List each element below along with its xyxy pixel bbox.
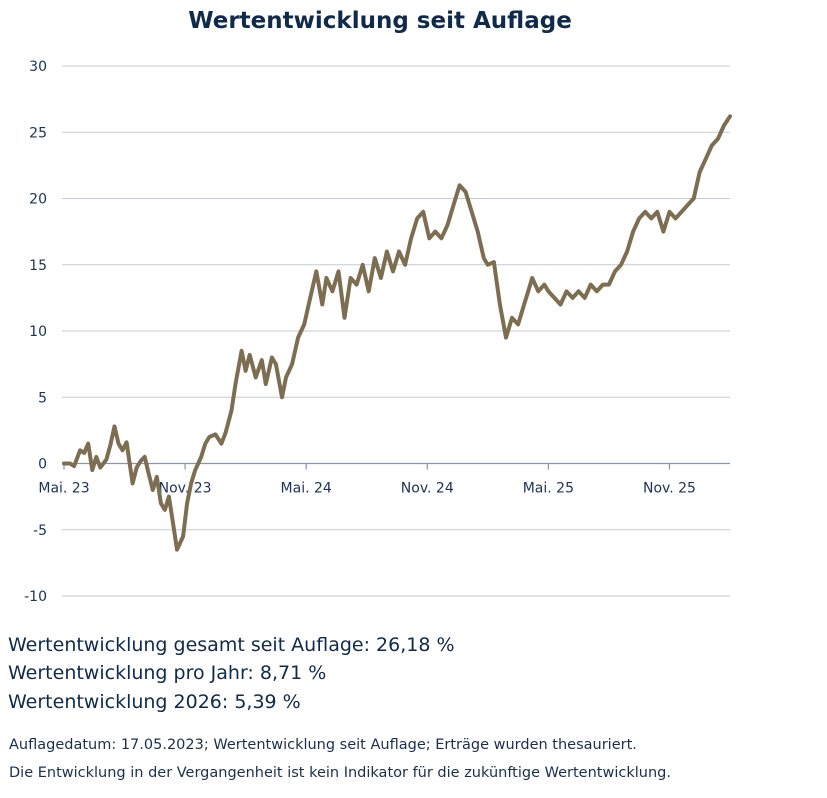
y-tick-label: -10 (24, 589, 47, 605)
line-chart: 30 25 20 15 10 5 0 -5 -10 Mai. 23 Nov. 23 Mai. 24 N… (24, 59, 732, 605)
y-axis-ticks: 30 25 20 15 10 5 0 -5 -10 (24, 59, 47, 605)
x-tick-label: Nov. 24 (401, 481, 454, 497)
y-tick-label: 10 (29, 324, 47, 340)
y-tick-label: 15 (29, 258, 47, 274)
x-axis-ticks: Mai. 23 Nov. 23 Mai. 24 Nov. 24 Mai. 25 Nov. … (38, 463, 696, 497)
x-tick-label: Nov. 23 (159, 481, 212, 497)
x-tick-label: Mai. 24 (281, 481, 332, 497)
y-tick-label: 5 (38, 390, 47, 406)
y-tick-label: 30 (29, 59, 47, 75)
grid-lines (62, 65, 730, 597)
y-tick-label: 20 (29, 192, 47, 208)
y-tick-label: -5 (33, 523, 47, 539)
x-tick-label: Mai. 23 (38, 481, 89, 497)
footnote-disclaimer: Die Entwicklung in der Vergangenheit ist… (9, 765, 671, 781)
chart-title: Wertentwicklung seit Auflage (188, 8, 572, 34)
footnote-inception: Auflagedatum: 17.05.2023; Wertentwicklun… (9, 737, 637, 753)
series-line (62, 114, 732, 552)
y-tick-label: 25 (29, 125, 47, 141)
x-tick-label: Nov. 25 (643, 481, 696, 497)
series-group (62, 114, 732, 552)
x-tick-label: Mai. 25 (523, 481, 574, 497)
stat-ytd: Wertentwicklung 2026: 5,39 % (8, 691, 301, 713)
stat-total: Wertentwicklung gesamt seit Auflage: 26,… (8, 634, 455, 656)
y-tick-label: 0 (38, 457, 47, 473)
stat-per-year: Wertentwicklung pro Jahr: 8,71 % (8, 662, 327, 684)
